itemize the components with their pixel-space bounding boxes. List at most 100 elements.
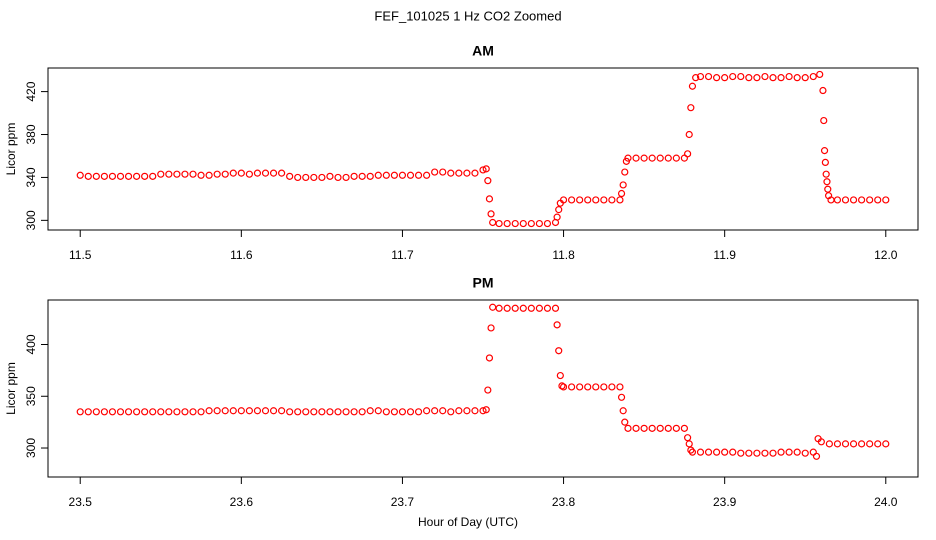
y-tick-label: 300 xyxy=(24,438,38,458)
data-point xyxy=(423,407,431,415)
data-point xyxy=(841,440,850,448)
data-point xyxy=(302,408,310,416)
data-point xyxy=(398,171,407,179)
data-point xyxy=(576,383,584,391)
data-point xyxy=(455,407,463,415)
data-point xyxy=(205,407,213,415)
data-point xyxy=(471,407,479,415)
data-point xyxy=(833,440,842,448)
data-point xyxy=(619,181,627,189)
data-point xyxy=(350,408,358,416)
data-point xyxy=(487,210,495,218)
data-point xyxy=(318,173,326,182)
data-point xyxy=(92,172,100,180)
x-tick-label: 11.8 xyxy=(552,248,575,262)
data-point xyxy=(619,407,627,415)
data-point xyxy=(149,408,157,416)
data-point xyxy=(278,407,286,415)
data-point xyxy=(165,170,173,178)
data-point xyxy=(608,196,616,204)
data-point xyxy=(149,172,157,180)
y-tick-label: 340 xyxy=(24,167,38,187)
data-point xyxy=(495,304,503,312)
data-point xyxy=(237,169,245,177)
data-point xyxy=(302,173,310,182)
data-point xyxy=(237,407,245,415)
x-tick-label: 23.5 xyxy=(69,495,93,509)
data-point xyxy=(841,196,850,204)
data-point xyxy=(229,407,237,415)
data-point xyxy=(382,171,390,179)
data-point xyxy=(632,424,640,432)
data-point xyxy=(221,170,229,178)
data-point xyxy=(439,168,447,176)
data-point xyxy=(535,219,543,228)
data-point xyxy=(269,407,278,415)
data-point xyxy=(334,408,342,416)
data-point xyxy=(568,383,576,391)
data-point xyxy=(608,383,616,391)
data-point xyxy=(812,452,821,460)
data-point xyxy=(527,304,535,312)
data-point xyxy=(713,74,721,82)
data-point xyxy=(592,383,600,391)
data-point xyxy=(350,172,358,180)
data-point xyxy=(551,304,560,312)
data-point xyxy=(793,74,801,82)
data-point xyxy=(133,172,141,180)
data-point xyxy=(390,171,398,179)
data-point xyxy=(559,383,568,391)
data-point xyxy=(692,74,700,82)
data-point xyxy=(406,171,415,179)
data-point xyxy=(882,196,890,204)
data-point xyxy=(556,371,564,380)
data-point xyxy=(809,72,817,81)
data-point xyxy=(822,170,830,178)
data-point xyxy=(294,408,302,416)
panel-title: PM xyxy=(473,275,494,291)
data-point xyxy=(124,172,133,180)
data-point xyxy=(696,448,705,456)
data-point xyxy=(696,72,705,81)
data-point xyxy=(485,195,494,203)
y-tick-label: 300 xyxy=(24,210,38,230)
data-point xyxy=(487,324,495,332)
data-point xyxy=(116,172,125,180)
data-point xyxy=(555,347,563,355)
data-point xyxy=(197,171,205,179)
data-point xyxy=(600,196,608,204)
data-point xyxy=(181,408,189,416)
data-point xyxy=(833,196,842,204)
x-tick-label: 11.7 xyxy=(391,248,414,262)
data-point xyxy=(866,196,874,204)
data-point xyxy=(858,196,866,204)
data-point xyxy=(484,177,492,185)
data-point xyxy=(221,407,229,415)
data-point xyxy=(584,196,592,204)
data-point xyxy=(874,196,882,204)
plot-frame xyxy=(47,299,919,478)
data-point xyxy=(431,407,439,415)
data-point xyxy=(555,206,563,214)
data-point xyxy=(479,166,487,174)
data-point xyxy=(823,178,831,186)
y-tick-label: 400 xyxy=(24,334,38,354)
data-point xyxy=(624,154,632,162)
data-point xyxy=(482,406,490,414)
data-point xyxy=(489,218,497,227)
data-point xyxy=(753,449,761,457)
data-point xyxy=(310,173,318,182)
data-point xyxy=(141,408,149,416)
data-point xyxy=(817,438,825,446)
data-point xyxy=(495,219,503,228)
data-point xyxy=(116,408,125,416)
y-tick-label: 380 xyxy=(24,124,38,144)
data-point xyxy=(801,74,809,82)
data-point xyxy=(189,170,197,178)
data-point xyxy=(261,169,270,177)
data-point xyxy=(229,169,237,177)
x-tick-label: 23.6 xyxy=(230,495,254,509)
data-point xyxy=(737,449,745,457)
data-point xyxy=(713,448,721,456)
